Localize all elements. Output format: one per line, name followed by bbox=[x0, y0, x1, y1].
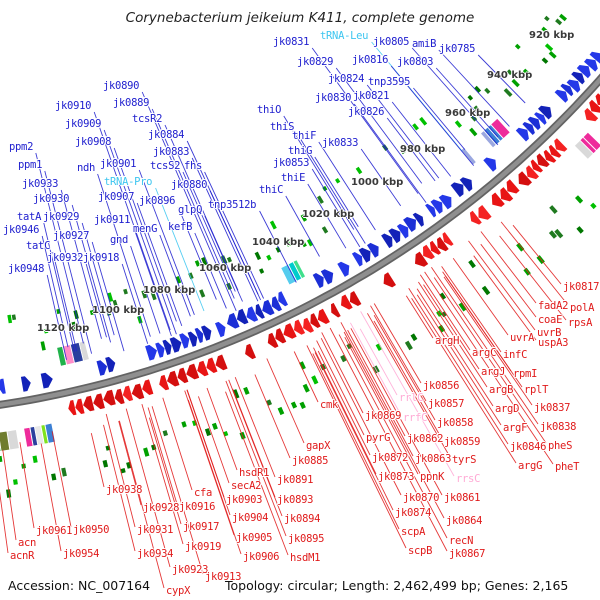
status-accession: Accession: NC_007164 bbox=[8, 578, 151, 593]
page-title: Corynebacterium jeikeium K411, complete … bbox=[125, 10, 475, 26]
status-topology: Topology: circular; Length: 2,462,499 bp… bbox=[225, 578, 569, 593]
status-bar: Accession: NC_007164 Topology: circular;… bbox=[0, 578, 600, 596]
